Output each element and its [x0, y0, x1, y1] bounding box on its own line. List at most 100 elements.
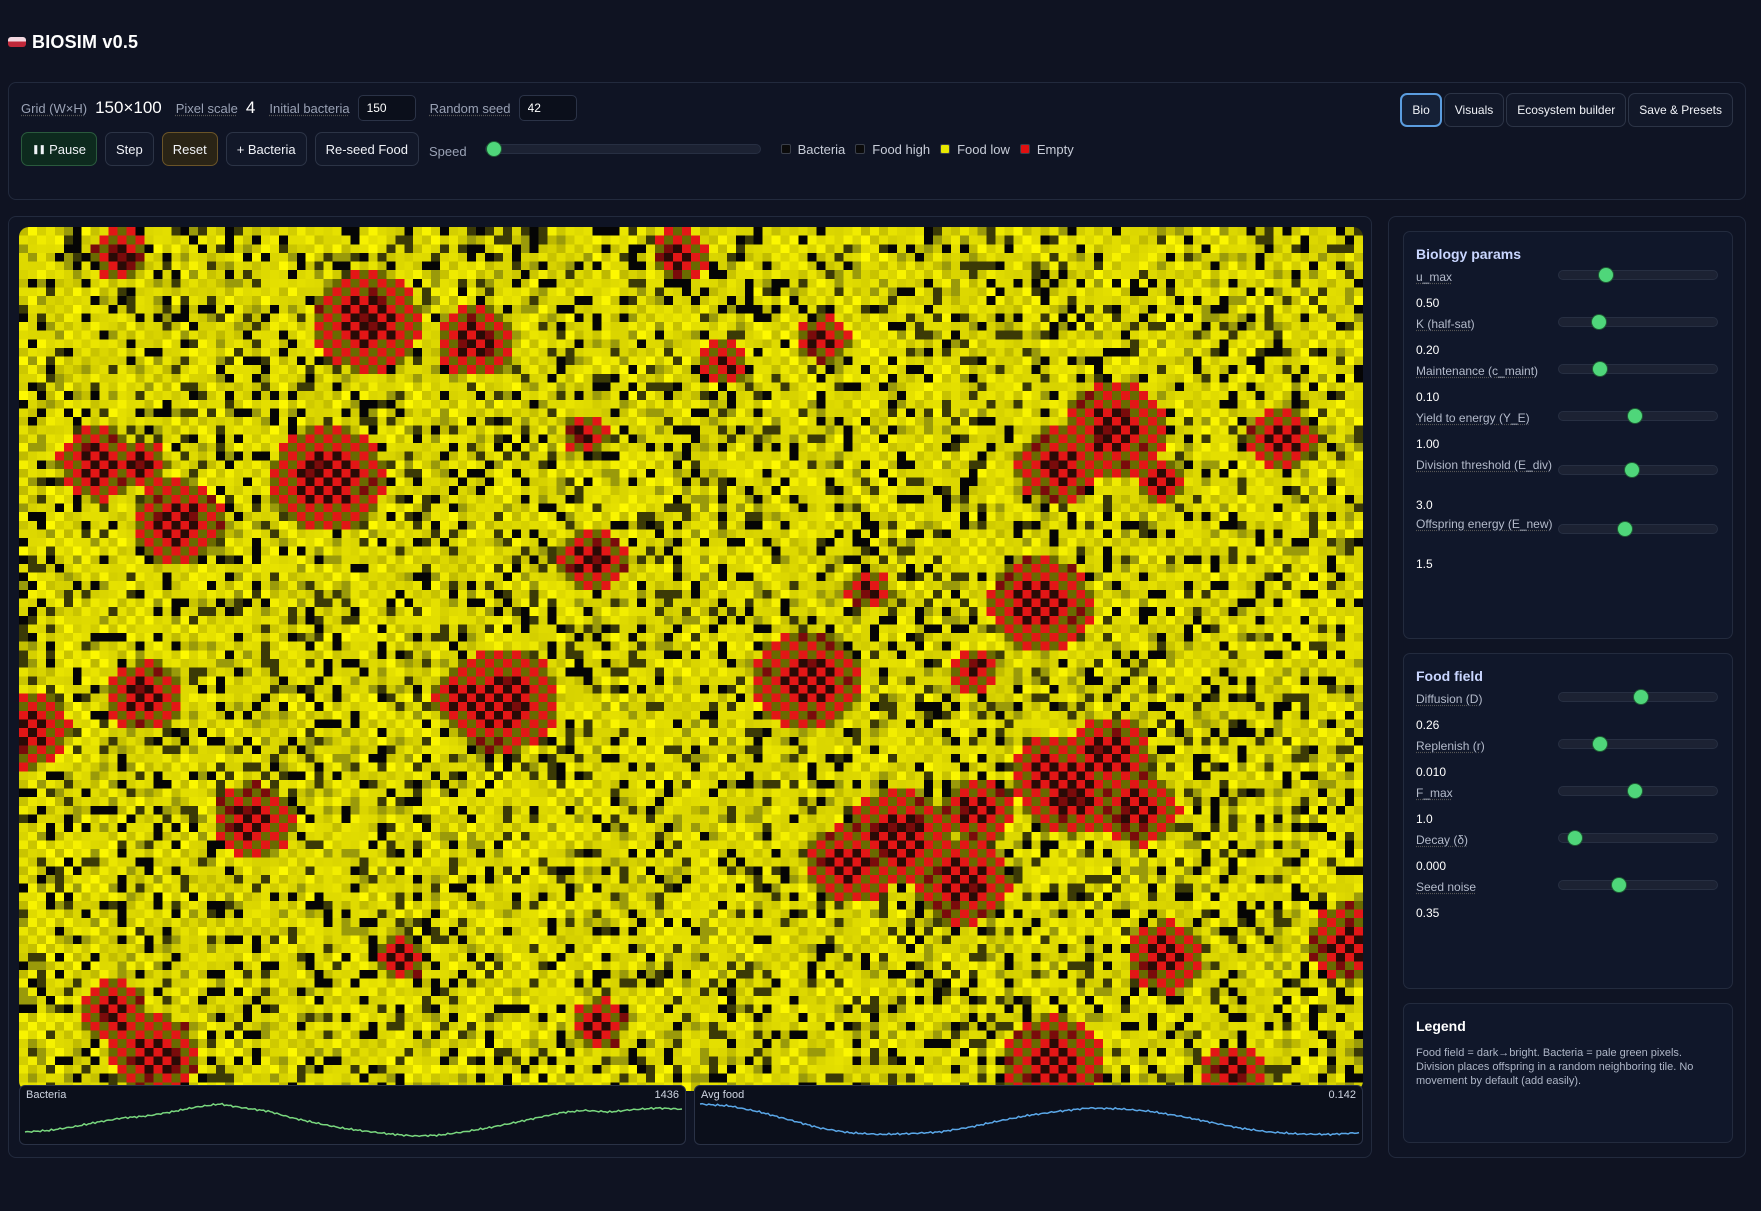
param-label: K (half-sat)	[1416, 317, 1475, 331]
pause-button[interactable]: ❚❚ Pause	[21, 132, 97, 166]
param-slider-handle[interactable]	[1593, 737, 1608, 751]
param-label: Decay (δ)	[1416, 833, 1469, 847]
param-slider-handle[interactable]	[1612, 878, 1627, 892]
control-toolbar: Grid (W×H) 150×100 Pixel scale 4 Initial…	[8, 82, 1746, 200]
random-seed-label: Random seed	[429, 100, 511, 116]
add-bacteria-button[interactable]: + Bacteria	[225, 132, 307, 166]
petri-dish-icon	[8, 37, 26, 47]
param-value: 3.0	[1416, 498, 1433, 512]
param-slider-handle[interactable]	[1624, 463, 1639, 477]
legend-card: Legend Food field = dark→bright. Bacteri…	[1403, 1003, 1733, 1143]
legend-item: Bacteria	[780, 141, 846, 157]
tab-visuals[interactable]: Visuals	[1443, 93, 1505, 127]
legend-swatch	[940, 144, 951, 154]
legend-swatch	[780, 144, 791, 154]
param-slider[interactable]	[1558, 409, 1718, 423]
legend-item: Food high	[855, 142, 930, 157]
param-value: 0.10	[1416, 390, 1440, 404]
pause-button-label: Pause	[49, 141, 86, 157]
food-field-card: Food field Diffusion (D) 0.26 Replenish (r…	[1403, 653, 1733, 989]
param-slider[interactable]	[1558, 784, 1718, 798]
food-field-title: Food field	[1416, 668, 1483, 684]
reseed-food-button[interactable]: Re-seed Food	[314, 132, 419, 166]
param-slider[interactable]	[1558, 522, 1718, 536]
initial-bacteria-input[interactable]	[357, 95, 416, 121]
legend-item-label: Food low	[957, 141, 1010, 157]
bacteria-sparkline	[24, 1102, 683, 1138]
param-slider[interactable]	[1558, 831, 1718, 845]
random-seed-input[interactable]	[518, 95, 577, 121]
tab-save-presets[interactable]: Save & Presets	[1628, 93, 1733, 127]
speed-slider-handle[interactable]	[486, 142, 501, 156]
initial-bacteria-label: Initial bacteria	[269, 100, 350, 116]
param-value: 0.26	[1416, 718, 1440, 732]
legend-item-label: Bacteria	[797, 141, 846, 157]
legend-swatch	[1019, 144, 1030, 154]
avg-food-chart: Avg food 0.142	[694, 1085, 1363, 1145]
param-slider[interactable]	[1558, 737, 1718, 751]
param-label: Seed noise	[1416, 880, 1477, 894]
param-slider-handle[interactable]	[1593, 362, 1608, 376]
biology-params-title: Biology params	[1416, 246, 1522, 262]
simulation-grid-canvas[interactable]	[19, 227, 1363, 1091]
app-title: BIOSIM v0.5	[32, 31, 139, 52]
grid-label: Grid (W×H)	[21, 100, 88, 116]
settings-sidebar: Biology params u_max 0.50 K (half-sat) 0.20…	[1388, 216, 1746, 1158]
param-slider[interactable]	[1558, 315, 1718, 329]
param-label: u_max	[1416, 270, 1453, 284]
tab-ecosystem-builder[interactable]: Ecosystem builder	[1506, 93, 1627, 127]
param-slider[interactable]	[1558, 268, 1718, 282]
legend-item: Food low	[940, 142, 1010, 157]
param-value: 0.20	[1416, 343, 1440, 357]
param-slider[interactable]	[1558, 878, 1718, 892]
avg-food-sparkline	[699, 1102, 1360, 1137]
legend-item-label: Food high	[872, 141, 931, 157]
param-slider-handle[interactable]	[1567, 831, 1582, 845]
param-slider-handle[interactable]	[1627, 784, 1642, 798]
bacteria-series-line	[24, 1102, 683, 1138]
bacteria-chart: Bacteria 1436	[19, 1085, 686, 1145]
legend-title: Legend	[1416, 1018, 1466, 1034]
param-label: Diffusion (D)	[1416, 692, 1483, 706]
pause-icon: ❚❚	[32, 143, 46, 154]
reset-button[interactable]: Reset	[161, 132, 218, 166]
tab-bio[interactable]: Bio	[1400, 93, 1442, 127]
param-slider-handle[interactable]	[1627, 409, 1642, 423]
avg-food-chart-label: Avg food	[701, 1089, 745, 1101]
legend-description: Food field = dark→bright. Bacteria = pal…	[1416, 1047, 1694, 1087]
param-label: Replenish (r)	[1416, 739, 1485, 753]
param-value: 1.0	[1416, 812, 1433, 826]
param-label: Maintenance (c_maint)	[1416, 364, 1539, 378]
avg-food-value: 0.142	[1328, 1089, 1356, 1101]
panel-tabs: Bio Visuals Ecosystem builder Save & Pre…	[1400, 93, 1733, 127]
speed-label: Speed	[428, 143, 467, 159]
param-value: 1.5	[1416, 557, 1433, 571]
param-slider-handle[interactable]	[1591, 315, 1606, 329]
param-label: Offspring energy (E_new)	[1416, 517, 1553, 531]
param-label: Yield to energy (Y_E)	[1416, 411, 1530, 425]
pixel-scale-label: Pixel scale	[175, 100, 238, 116]
avg-food-series-line	[699, 1102, 1360, 1137]
step-button[interactable]: Step	[104, 132, 154, 166]
param-slider-handle[interactable]	[1618, 522, 1633, 536]
app-header: BIOSIM v0.5	[8, 30, 138, 54]
legend-swatch	[855, 144, 866, 154]
bacteria-chart-label: Bacteria	[26, 1089, 67, 1101]
legend-item: Empty	[1019, 141, 1074, 157]
param-slider[interactable]	[1558, 362, 1718, 376]
legend-item-label: Empty	[1036, 141, 1074, 157]
param-label: Division threshold (E_div)	[1416, 458, 1553, 472]
param-value: 0.50	[1416, 296, 1440, 310]
controls-row: ❚❚ Pause Step Reset + Bacteria Re-seed F…	[21, 132, 1084, 166]
speed-slider[interactable]	[484, 142, 761, 156]
param-slider[interactable]	[1558, 463, 1718, 477]
param-value: 0.000	[1416, 859, 1447, 873]
param-slider[interactable]	[1558, 690, 1718, 704]
param-slider-handle[interactable]	[1599, 268, 1614, 282]
pixel-scale-value: 4	[245, 98, 256, 117]
biology-params-card: Biology params u_max 0.50 K (half-sat) 0.20…	[1403, 231, 1733, 639]
bacteria-count: 1436	[654, 1089, 679, 1101]
param-value: 0.010	[1416, 765, 1447, 779]
param-label: F_max	[1416, 786, 1453, 800]
param-slider-handle[interactable]	[1634, 690, 1649, 704]
